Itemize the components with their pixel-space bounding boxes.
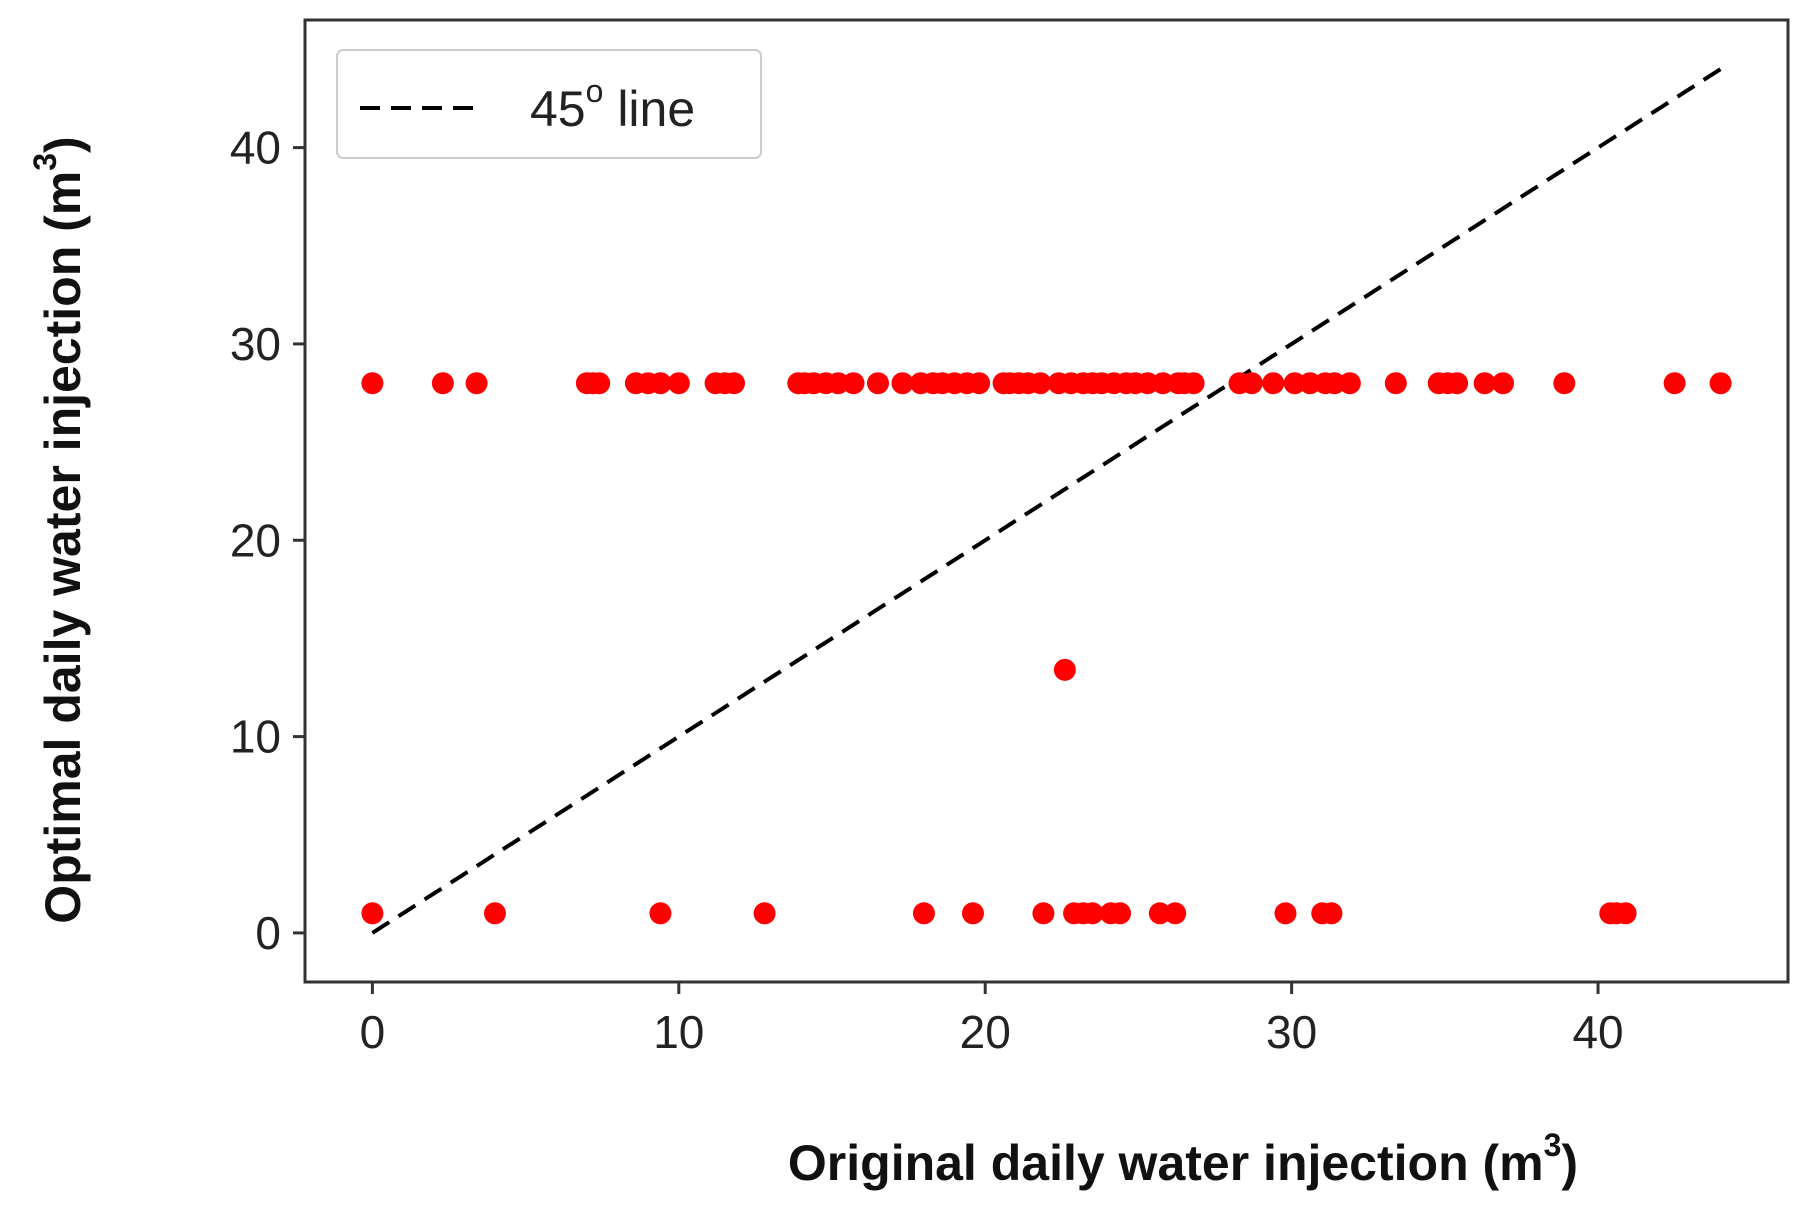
data-point xyxy=(753,902,776,925)
data-point xyxy=(842,372,865,395)
x-tick-label: 0 xyxy=(360,1006,386,1058)
data-point xyxy=(1323,372,1346,395)
reference-45-degree-line xyxy=(371,67,1722,935)
y-tick-label: 0 xyxy=(255,907,281,959)
data-point xyxy=(827,372,850,395)
data-point xyxy=(1614,902,1637,925)
data-point xyxy=(667,372,690,395)
data-point xyxy=(1151,372,1174,395)
data-point xyxy=(1553,372,1576,395)
plot-area xyxy=(303,18,1790,984)
y-tick-label: 30 xyxy=(230,318,281,370)
data-point xyxy=(1032,902,1055,925)
data-point xyxy=(649,372,672,395)
legend-label: 45o line xyxy=(530,73,695,137)
data-point xyxy=(465,372,488,395)
legend: 45o line xyxy=(336,49,762,159)
data-point xyxy=(361,372,384,395)
y-tick-label: 10 xyxy=(230,711,281,763)
data-point xyxy=(483,902,506,925)
data-point xyxy=(588,372,611,395)
data-point xyxy=(1240,372,1263,395)
data-point xyxy=(1053,658,1076,681)
data-point xyxy=(1148,902,1171,925)
data-point xyxy=(1164,902,1187,925)
data-point xyxy=(1338,372,1361,395)
y-axis-label: Optimal daily water injection (m3) xyxy=(27,136,91,923)
x-axis: 0 10 20 30 40 xyxy=(360,982,1624,1058)
x-tick-label: 30 xyxy=(1266,1006,1317,1058)
data-point xyxy=(961,902,984,925)
data-point xyxy=(968,372,991,395)
legend-box xyxy=(336,49,762,159)
data-point xyxy=(649,902,672,925)
data-point xyxy=(866,372,889,395)
x-tick-label: 40 xyxy=(1572,1006,1623,1058)
data-point xyxy=(1663,372,1686,395)
data-points xyxy=(361,372,1732,925)
x-tick-label: 10 xyxy=(653,1006,704,1058)
data-point xyxy=(1081,902,1104,925)
data-point xyxy=(361,902,384,925)
data-point xyxy=(1029,372,1052,395)
x-tick-label: 20 xyxy=(960,1006,1011,1058)
data-point xyxy=(1320,902,1343,925)
data-point xyxy=(431,372,454,395)
data-point xyxy=(1283,372,1306,395)
data-point xyxy=(1492,372,1515,395)
y-axis: 0 10 20 30 40 xyxy=(230,122,305,959)
y-tick-label: 20 xyxy=(230,514,281,566)
data-point xyxy=(1299,372,1322,395)
data-point xyxy=(912,902,935,925)
data-point xyxy=(1274,902,1297,925)
data-point xyxy=(1709,372,1732,395)
data-point xyxy=(1262,372,1285,395)
data-point xyxy=(1446,372,1469,395)
data-point xyxy=(1384,372,1407,395)
data-point xyxy=(1136,372,1159,395)
y-tick-label: 40 xyxy=(230,122,281,174)
data-point xyxy=(722,372,745,395)
data-point xyxy=(1182,372,1205,395)
x-axis-label: Original daily water injection (m3) xyxy=(788,1127,1578,1191)
data-point xyxy=(1109,902,1132,925)
data-point xyxy=(891,372,914,395)
data-point xyxy=(1473,372,1496,395)
